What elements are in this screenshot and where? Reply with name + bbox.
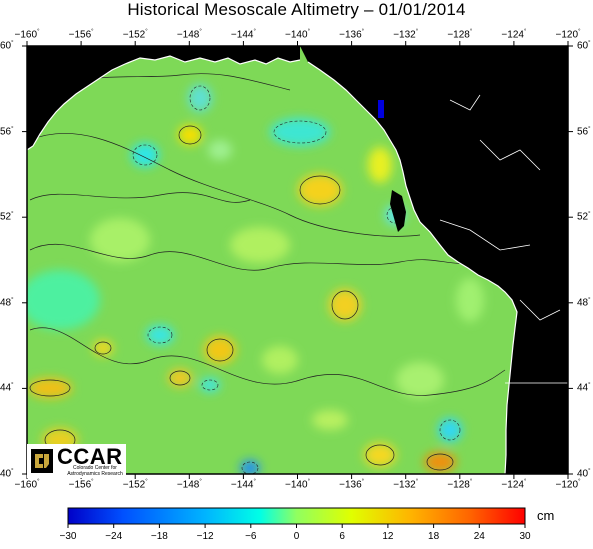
lon-tick-label-top: −152° [122,29,148,41]
logo-subtitle: Colorado Center for Astrodynamics Resear… [67,465,123,477]
colorbar-tick-label: −30 [59,531,77,542]
colorbar-tick-label: −12 [196,531,214,542]
contour-lines [29,73,506,471]
lon-tick-label-top: −124° [501,29,527,41]
rivers [439,94,568,384]
lon-tick-label-top: −120° [555,29,581,41]
colorbar-tick-label: 6 [339,531,345,542]
colorbar-tick-label: −24 [105,531,123,542]
coastline [27,55,518,474]
land-haida-gwaii [390,190,406,232]
lon-tick-label-bottom: −132° [393,479,419,491]
lat-tick-label-left: 52° [0,211,14,223]
colorbar-ticks [67,524,526,528]
lon-tick-label-bottom: −128° [447,479,473,491]
colorbar-tick-label: 18 [428,531,440,542]
lon-tick-label-top: −136° [339,29,365,41]
blue-pixel-patch [378,100,384,118]
ccar-logo: CCAR Colorado Center for Astrodynamics R… [27,444,126,478]
colorbar-tick-label: 24 [473,531,485,542]
land-north-america [300,46,568,474]
lon-tick-label-top: −132° [393,29,419,41]
lon-tick-label-top: −144° [230,29,256,41]
colorbar [67,507,526,525]
lat-tick-label-left: 48° [0,297,14,309]
lat-tick-label-right: 40° [577,468,591,480]
lon-tick-label-bottom: −136° [339,479,365,491]
lon-tick-label-bottom: −148° [176,479,202,491]
lon-tick-label-top: −148° [176,29,202,41]
lon-tick-label-bottom: −124° [501,479,527,491]
lon-tick-label-top: −140° [285,29,310,41]
lon-tick-label-bottom: −144° [230,479,256,491]
land-kodiak [27,92,60,118]
colorbar-tick-label: −18 [150,531,168,542]
lat-tick-label-left: 44° [0,382,14,395]
lat-tick-label-right: 52° [577,211,591,223]
lon-tick-label-top: −128° [447,29,473,41]
lon-tick-label-top: −160° [14,29,40,41]
frame-ticks [22,41,573,479]
lon-tick-label-bottom: −152° [122,479,148,491]
map-title: Historical Mesoscale Altimetry – 01/01/2… [127,0,466,19]
anomaly-patches [27,84,484,474]
lat-tick-label-right: 60° [577,40,591,52]
colorbar-tick-label: 0 [293,531,300,542]
lat-tick-label-right: 56° [577,125,591,138]
lat-tick-label-left: 56° [0,125,14,138]
lon-tick-label-bottom: −120° [555,479,581,491]
colorbar-unit: cm [537,508,555,523]
colorbar-tick-label: −6 [245,531,257,542]
lat-tick-label-left: 40° [0,468,14,480]
land-alaska [27,46,300,150]
lon-tick-label-bottom: −160° [14,479,40,491]
colorbar-tick-label: 30 [519,531,531,542]
lon-tick-label-bottom: −140° [285,479,310,491]
logo-text: CCAR [57,444,123,469]
cu-logo-icon [31,449,53,473]
lon-tick-label-top: −156° [68,29,94,41]
lat-tick-label-right: 44° [577,382,591,395]
lat-tick-label-right: 48° [577,297,591,309]
lon-tick-label-bottom: −156° [68,479,94,491]
lat-tick-label-left: 60° [0,40,14,52]
colorbar-tick-label: 12 [382,531,394,542]
